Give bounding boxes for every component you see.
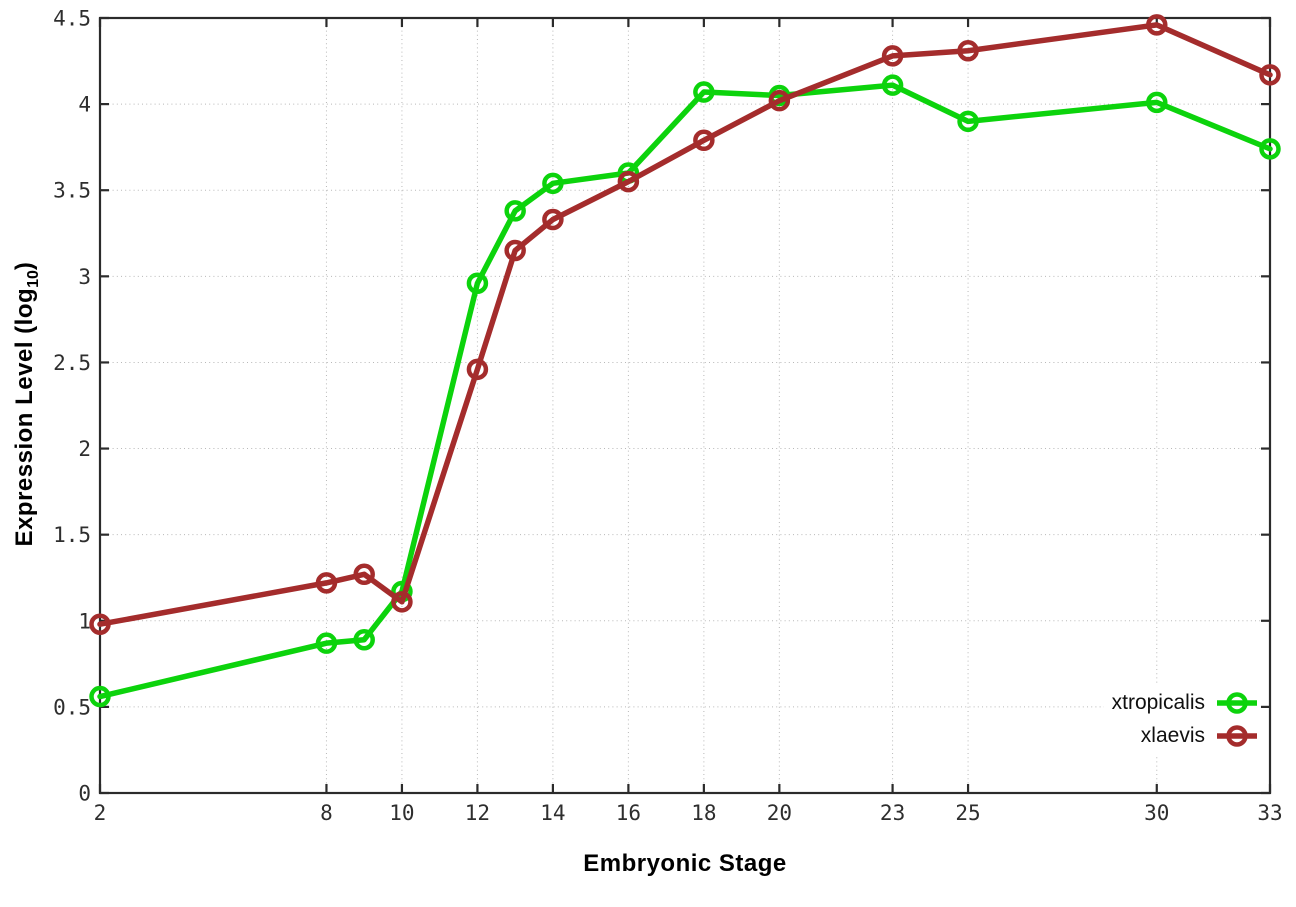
series-xtropicalis <box>89 74 1281 708</box>
data-point-xtropicalis <box>504 200 526 222</box>
data-point-xlaevis <box>693 129 715 152</box>
y-tick-label: 3 <box>78 265 91 289</box>
tick-labels: 2 8 10 12 14 16 18 20 23 25 30 33 0 0.5 1 1.5 2 2.5 3 3.5 4 4… <box>53 7 1283 826</box>
data-point-xlaevis <box>957 39 979 62</box>
series-xlaevis <box>89 14 1281 635</box>
y-axis-title-text: Expression Level (log <box>11 287 38 547</box>
data-point-xlaevis <box>504 239 526 262</box>
y-tick-label: 3.5 <box>53 179 91 203</box>
data-point-xtropicalis <box>542 172 564 195</box>
legend-item-xlaevis: xlaevis <box>1141 719 1260 752</box>
legend: xtropicalis xlaevis <box>1103 684 1260 754</box>
x-tick-label: 16 <box>616 801 641 825</box>
y-tick-label: 4 <box>78 93 91 117</box>
x-tick-label: 30 <box>1144 801 1169 825</box>
y-tick-label: 1 <box>78 609 91 633</box>
y-tick-label: 2.5 <box>53 351 91 375</box>
data-point-xlaevis <box>89 613 111 635</box>
data-point-xlaevis <box>1146 14 1168 36</box>
data-point-xlaevis <box>881 45 904 67</box>
data-point-xlaevis <box>768 89 791 112</box>
x-tick-label: 20 <box>767 801 792 825</box>
x-tick-label: 8 <box>320 801 333 825</box>
data-point-xtropicalis <box>466 272 489 294</box>
legend-marker-xtropicalis-icon <box>1217 691 1257 714</box>
x-tick-label: 18 <box>691 801 716 825</box>
data-point-xlaevis <box>617 170 640 193</box>
data-point-xtropicalis <box>881 74 904 96</box>
legend-item-xtropicalis: xtropicalis <box>1112 686 1260 719</box>
data-point-xlaevis <box>542 208 564 231</box>
data-point-xtropicalis <box>957 110 979 133</box>
x-tick-label: 25 <box>955 801 980 825</box>
data-point-xtropicalis <box>1259 138 1281 160</box>
y-tick-label: 1.5 <box>53 523 91 547</box>
tick-marks <box>98 16 1272 795</box>
y-axis-title-close: ) <box>11 261 38 271</box>
x-axis-title: Embryonic Stage <box>583 850 787 877</box>
x-tick-label: 12 <box>465 801 490 825</box>
y-axis-title-subscript: 10 <box>25 270 42 288</box>
data-point-xlaevis <box>1259 64 1281 86</box>
y-tick-label: 4.5 <box>53 7 91 31</box>
legend-label-xtropicalis: xtropicalis <box>1111 690 1205 714</box>
data-point-xlaevis <box>353 563 375 586</box>
y-tick-label: 0.5 <box>53 695 91 719</box>
data-point-xtropicalis <box>353 628 375 651</box>
y-tick-label: 2 <box>78 437 91 461</box>
x-tick-label: 14 <box>540 801 565 825</box>
data-point-xlaevis <box>391 591 413 613</box>
data-point-xtropicalis <box>693 81 715 103</box>
plot-border <box>98 16 1272 795</box>
gridlines <box>99 17 1271 794</box>
y-tick-label: 0 <box>78 782 91 806</box>
data-point-xtropicalis <box>315 632 338 654</box>
series-line-xtropicalis <box>97 82 1273 700</box>
legend-label-xlaevis: xlaevis <box>1140 723 1205 747</box>
data-point-xtropicalis <box>89 685 111 708</box>
data-point-xlaevis <box>315 572 338 594</box>
y-axis-title: Expression Level (log10) <box>11 262 43 547</box>
data-point-xtropicalis <box>1146 91 1168 114</box>
x-tick-label: 23 <box>880 801 905 825</box>
x-tick-label: 2 <box>94 801 107 825</box>
data-point-xlaevis <box>466 358 489 381</box>
x-tick-label: 33 <box>1257 801 1282 825</box>
x-tick-label: 10 <box>389 801 414 825</box>
legend-marker-xlaevis-icon <box>1217 724 1257 747</box>
